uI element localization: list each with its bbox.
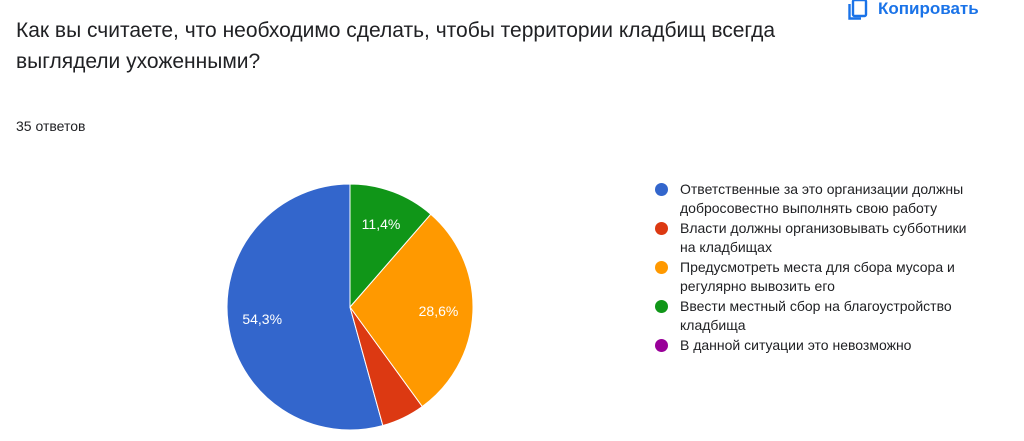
copy-label: Копировать [878, 0, 979, 18]
pie-slice-1[interactable] [226, 183, 384, 431]
legend-label: Власти должны организовывать субботники … [680, 220, 967, 255]
legend-swatch [655, 339, 668, 352]
chart-legend: Ответственные за это организации должны … [655, 180, 975, 356]
legend-swatch [655, 300, 668, 313]
legend-item-2[interactable]: Власти должны организовывать субботники … [655, 219, 975, 257]
response-count: 35 ответов [16, 118, 86, 134]
legend-swatch [655, 183, 668, 196]
legend-swatch [655, 222, 668, 235]
question-title: Как вы считаете, что необходимо сделать,… [16, 19, 776, 73]
pie-slice-3[interactable] [349, 213, 474, 408]
legend-item-5[interactable]: В данной ситуации это невозможно [655, 336, 975, 355]
legend-label: Предусмотреть места для сбора мусора и р… [680, 259, 955, 294]
pie-slice-4[interactable] [349, 183, 432, 309]
legend-item-3[interactable]: Предусмотреть места для сбора мусора и р… [655, 258, 975, 296]
legend-item-1[interactable]: Ответственные за это организации должны … [655, 180, 975, 218]
copy-icon [848, 0, 868, 20]
copy-button[interactable]: Копировать [848, 0, 979, 24]
legend-item-4[interactable]: Ввести местный сбор на благоустройство к… [655, 297, 975, 335]
legend-swatch [655, 261, 668, 274]
legend-label: Ввести местный сбор на благоустройство к… [680, 298, 952, 333]
legend-label: В данной ситуации это невозможно [680, 337, 912, 353]
legend-label: Ответственные за это организации должны … [680, 181, 964, 216]
